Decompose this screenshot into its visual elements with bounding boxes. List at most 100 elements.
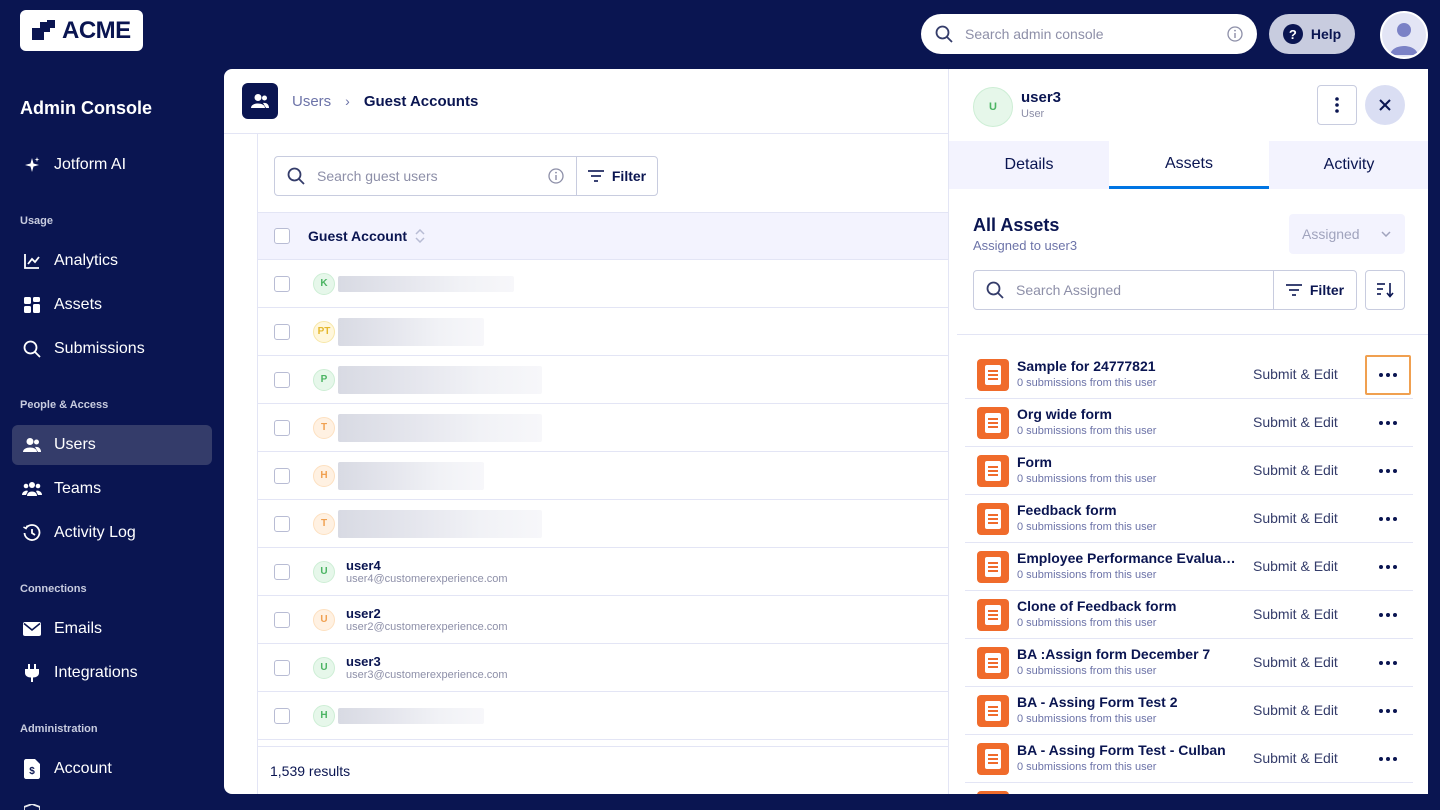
- breadcrumb-users-link[interactable]: Users: [292, 92, 332, 110]
- row-checkbox[interactable]: [274, 563, 290, 580]
- row-checkbox[interactable]: [274, 707, 290, 724]
- sort-button[interactable]: [1365, 270, 1405, 310]
- clock-history-icon: [22, 523, 42, 543]
- sort-icon[interactable]: [415, 229, 425, 243]
- asset-permission[interactable]: Submit & Edit: [1253, 510, 1338, 526]
- column-header-guest-account[interactable]: Guest Account: [308, 228, 408, 244]
- asset-name: Employee Performance Evaluat...: [1017, 550, 1237, 566]
- panel-more-options-button[interactable]: [1317, 85, 1357, 125]
- more-dots-icon: [1379, 517, 1397, 521]
- grid-icon: [22, 295, 42, 315]
- sidebar-item-label: Users: [54, 436, 96, 453]
- search-icon: [287, 167, 305, 185]
- info-icon[interactable]: [1227, 26, 1243, 42]
- breadcrumb: Users › Guest Accounts: [242, 83, 478, 119]
- asset-row[interactable]: BA :Assign form December 7 0 submissions…: [965, 639, 1413, 687]
- table-row[interactable]: U user4 user4@customerexperience.com: [258, 548, 948, 596]
- sidebar-item-label: Activity Log: [54, 524, 136, 541]
- chart-line-icon: [22, 251, 42, 271]
- sidebar-item-activity-log[interactable]: Activity Log: [12, 513, 212, 553]
- asset-permission[interactable]: Submit & Edit: [1253, 750, 1338, 766]
- sidebar-item-label: Integrations: [54, 664, 138, 681]
- tab-activity[interactable]: Activity: [1323, 156, 1375, 173]
- asset-permission[interactable]: Submit & Edit: [1253, 462, 1338, 478]
- sidebar-item-integrations[interactable]: Integrations: [12, 653, 212, 693]
- asset-permission[interactable]: Submit & Edit: [1253, 702, 1338, 718]
- logo-text: ACME: [62, 16, 131, 44]
- asset-row-partial[interactable]: [965, 783, 1413, 794]
- asset-more-button[interactable]: [1365, 643, 1411, 683]
- row-checkbox[interactable]: [274, 467, 290, 484]
- row-checkbox[interactable]: [274, 611, 290, 628]
- sidebar-item-emails[interactable]: Emails: [12, 609, 212, 649]
- assets-filter-button[interactable]: Filter: [1274, 282, 1356, 298]
- sidebar-item-jotform-ai[interactable]: Jotform AI: [12, 145, 212, 185]
- acme-logo[interactable]: ACME: [20, 10, 143, 51]
- redacted-user-info: [338, 509, 542, 538]
- asset-submissions: 0 submissions from this user: [1017, 569, 1157, 581]
- tab-details[interactable]: Details: [1004, 156, 1054, 173]
- tab-assets[interactable]: Assets: [1109, 141, 1269, 189]
- asset-permission[interactable]: Submit & Edit: [1253, 366, 1338, 382]
- table-row[interactable]: T: [258, 404, 948, 452]
- panel-close-button[interactable]: [1365, 85, 1405, 125]
- row-checkbox[interactable]: [274, 659, 290, 676]
- admin-search-input[interactable]: Search admin console: [921, 14, 1257, 54]
- table-row[interactable]: U user2 user2@customerexperience.com: [258, 596, 948, 644]
- asset-row[interactable]: Org wide form 0 submissions from this us…: [965, 399, 1413, 447]
- filter-label: Filter: [1309, 282, 1345, 298]
- asset-row[interactable]: Feedback form 0 submissions from this us…: [965, 495, 1413, 543]
- sidebar-item-assets[interactable]: Assets: [12, 285, 212, 325]
- section-administration: Administration: [20, 723, 98, 735]
- profile-avatar[interactable]: [1380, 11, 1428, 59]
- asset-more-button[interactable]: [1365, 595, 1411, 635]
- asset-row[interactable]: Employee Performance Evaluat... 0 submis…: [965, 543, 1413, 591]
- asset-more-button[interactable]: [1365, 547, 1411, 587]
- sidebar-item-account[interactable]: $ Account: [12, 749, 212, 789]
- asset-row[interactable]: Clone of Feedback form 0 submissions fro…: [965, 591, 1413, 639]
- sidebar-item-label: Teams: [54, 480, 102, 497]
- info-icon[interactable]: [548, 168, 564, 184]
- asset-row[interactable]: BA - Assing Form Test - Culban 0 submiss…: [965, 735, 1413, 783]
- asset-more-button[interactable]: [1365, 355, 1411, 395]
- all-assets-subtitle: Assigned to user3: [973, 238, 1078, 253]
- sidebar-item-analytics[interactable]: Analytics: [12, 241, 212, 281]
- sidebar-item-users[interactable]: Users: [12, 425, 212, 465]
- assets-search-input[interactable]: Search Assigned: [974, 271, 1274, 309]
- asset-more-button[interactable]: [1365, 403, 1411, 443]
- table-row[interactable]: PT: [258, 308, 948, 356]
- asset-more-button[interactable]: [1365, 691, 1411, 731]
- select-all-checkbox[interactable]: [274, 228, 290, 244]
- guest-filter-button[interactable]: Filter: [577, 168, 657, 184]
- user-name: user3: [346, 654, 381, 669]
- row-checkbox[interactable]: [274, 371, 290, 388]
- table-row[interactable]: U user3 user3@customerexperience.com: [258, 644, 948, 692]
- row-checkbox[interactable]: [274, 275, 290, 292]
- guest-search-input[interactable]: Search guest users: [275, 157, 577, 195]
- asset-more-button[interactable]: [1365, 499, 1411, 539]
- sidebar-item-label: Submissions: [54, 340, 145, 357]
- row-checkbox[interactable]: [274, 323, 290, 340]
- sidebar-item-next-partial[interactable]: [12, 793, 212, 810]
- table-row[interactable]: H: [258, 452, 948, 500]
- asset-row[interactable]: Form 0 submissions from this user Submit…: [965, 447, 1413, 495]
- asset-permission[interactable]: Submit & Edit: [1253, 606, 1338, 622]
- assigned-dropdown[interactable]: Assigned: [1289, 214, 1405, 254]
- more-dots-icon: [1379, 613, 1397, 617]
- asset-row[interactable]: BA - Assing Form Test 2 0 submissions fr…: [965, 687, 1413, 735]
- sidebar-item-teams[interactable]: Teams: [12, 469, 212, 509]
- asset-more-button[interactable]: [1365, 739, 1411, 779]
- table-row[interactable]: K: [258, 260, 948, 308]
- asset-permission[interactable]: Submit & Edit: [1253, 414, 1338, 430]
- table-row[interactable]: H: [258, 692, 948, 740]
- table-row[interactable]: T: [258, 500, 948, 548]
- row-checkbox[interactable]: [274, 419, 290, 436]
- sidebar-item-submissions[interactable]: Submissions: [12, 329, 212, 369]
- asset-permission[interactable]: Submit & Edit: [1253, 558, 1338, 574]
- asset-permission[interactable]: Submit & Edit: [1253, 654, 1338, 670]
- help-button[interactable]: ? Help: [1269, 14, 1355, 54]
- asset-row[interactable]: Sample for 24777821 0 submissions from t…: [965, 351, 1413, 399]
- asset-more-button[interactable]: [1365, 451, 1411, 491]
- row-checkbox[interactable]: [274, 515, 290, 532]
- table-row[interactable]: P: [258, 356, 948, 404]
